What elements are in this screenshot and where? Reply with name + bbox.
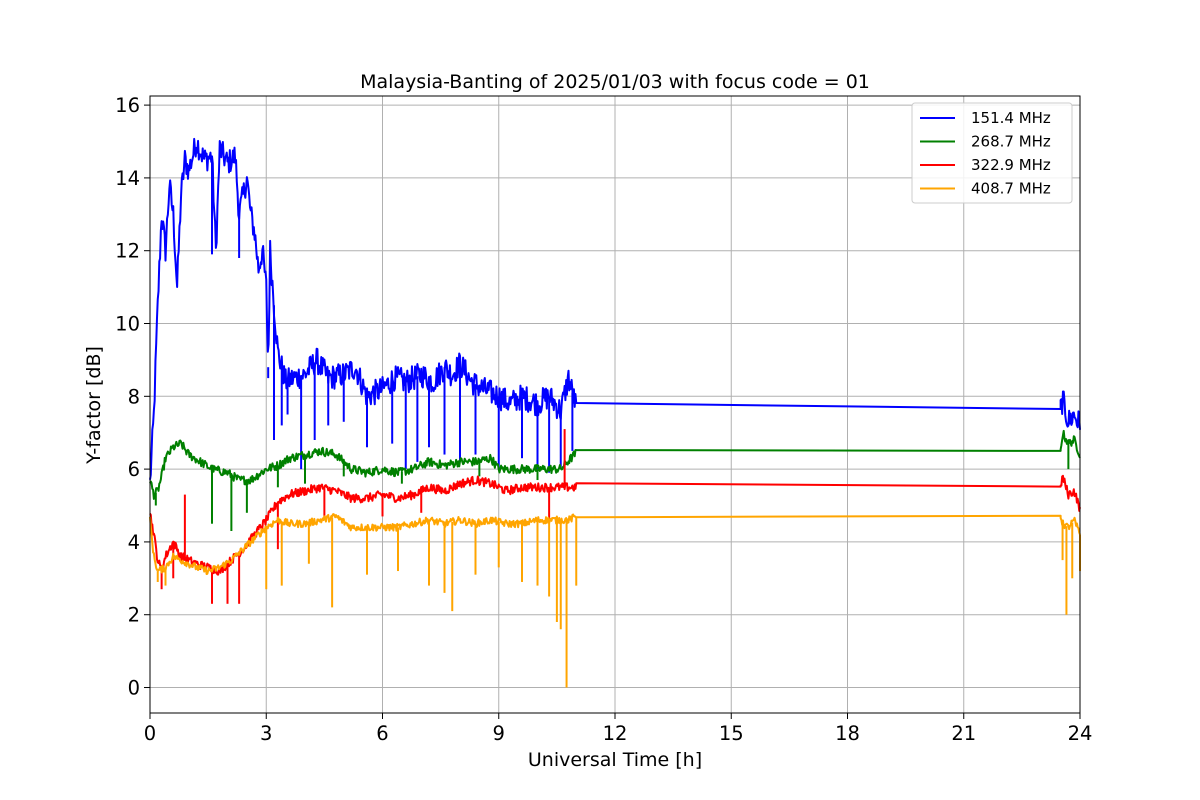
series-line [149, 137, 1081, 480]
x-tick-label: 6 [376, 722, 388, 745]
y-tick-label: 2 [128, 604, 140, 627]
x-tick-label: 0 [144, 722, 156, 745]
y-axis-ticks: 0 2 4 6 8 10 12 14 16 [115, 94, 150, 700]
x-tick-label: 18 [835, 722, 860, 745]
series-line [149, 513, 1081, 576]
y-tick-label: 8 [128, 385, 140, 408]
y-tick-label: 10 [115, 313, 140, 336]
x-axis-ticks: 0 3 6 9 12 15 18 21 24 [144, 713, 1093, 745]
y-tick-label: 4 [128, 531, 140, 554]
x-tick-label: 9 [493, 722, 505, 745]
x-tick-label: 21 [951, 722, 976, 745]
legend: 151.4 MHz 268.7 MHz 322.9 MHz 408.7 MHz [911, 102, 1073, 204]
x-axis-label: Universal Time [h] [528, 749, 702, 771]
plot-lines [149, 137, 1081, 688]
legend-label: 322.9 MHz [971, 156, 1051, 174]
y-tick-label: 12 [115, 240, 140, 263]
y-tick-label: 14 [115, 167, 140, 190]
y-tick-label: 0 [128, 677, 140, 700]
legend-label: 151.4 MHz [971, 109, 1051, 127]
x-tick-label: 3 [260, 722, 272, 745]
legend-box [911, 102, 1073, 204]
x-tick-label: 15 [719, 722, 744, 745]
y-axis-label: Y-factor [dB] [83, 346, 105, 465]
x-tick-label: 12 [603, 722, 628, 745]
chart-title: Malaysia-Banting of 2025/01/03 with focu… [360, 71, 870, 93]
series-line [149, 429, 1081, 500]
x-tick-label: 24 [1068, 722, 1093, 745]
y-tick-label: 16 [115, 94, 140, 117]
series-line [149, 474, 1081, 576]
y-tick-label: 6 [128, 458, 140, 481]
legend-label: 408.7 MHz [971, 180, 1051, 198]
legend-label: 268.7 MHz [971, 133, 1051, 151]
